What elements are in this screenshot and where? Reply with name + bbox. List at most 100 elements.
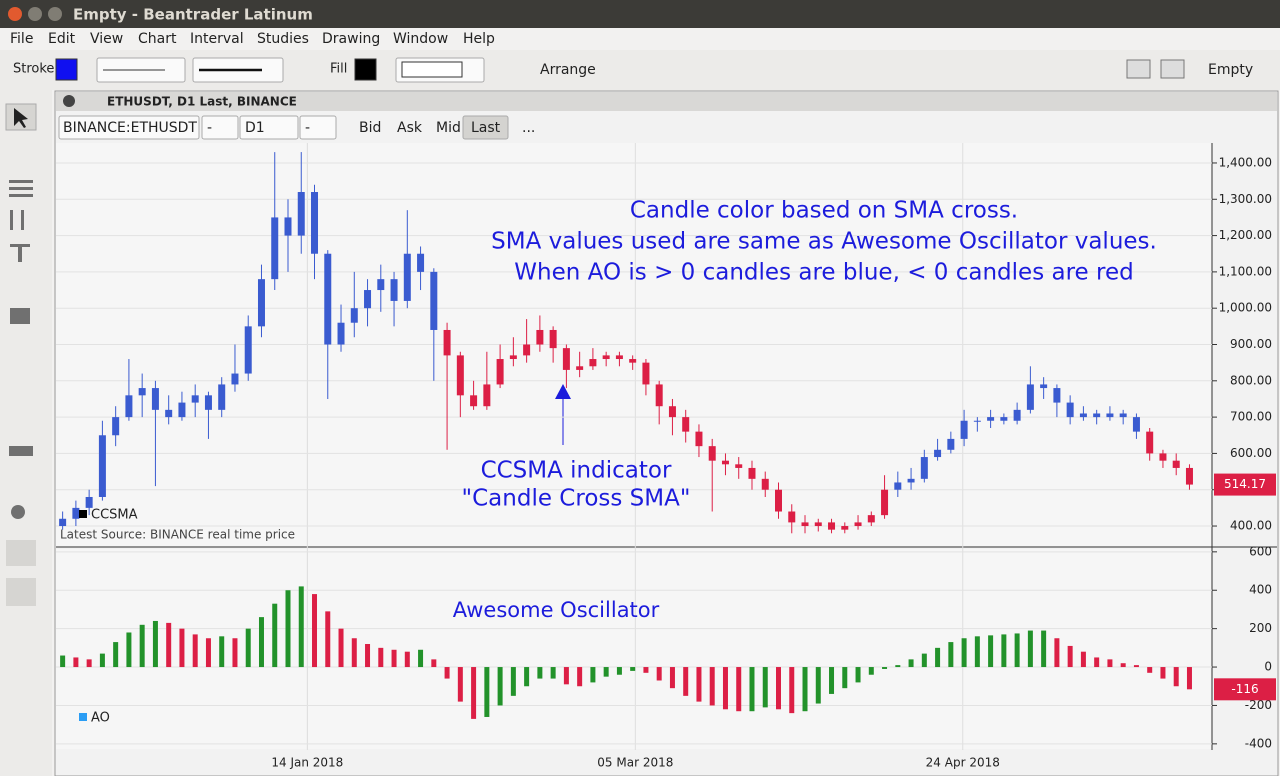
menu-bar: [0, 28, 1280, 50]
menu-item[interactable]: Studies: [257, 31, 309, 47]
candle-body: [589, 359, 597, 367]
candle-body: [311, 192, 319, 254]
candle-body: [1159, 453, 1167, 461]
chart-close[interactable]: [63, 95, 75, 107]
candle-body: [178, 402, 186, 418]
x-tick-label: 05 Mar 2018: [597, 756, 673, 770]
menu-item[interactable]: Edit: [48, 31, 76, 47]
y-tick-label: 1,400.00: [1219, 155, 1272, 169]
ao-bar: [285, 590, 291, 668]
candle-body: [828, 522, 836, 530]
y-tick-label: 1,300.00: [1219, 192, 1272, 206]
ao-bar: [935, 647, 941, 668]
ao-bar: [882, 667, 888, 669]
candle-body: [417, 253, 425, 272]
minimize-button[interactable]: [28, 7, 42, 21]
ao-bar: [378, 647, 384, 668]
candle-body: [364, 290, 372, 309]
layout-icon[interactable]: [1126, 59, 1151, 79]
ao-bar: [550, 667, 556, 679]
menu-item[interactable]: File: [10, 31, 33, 47]
candle-body: [682, 417, 690, 432]
candle-body: [98, 435, 106, 497]
candle-body: [708, 446, 716, 461]
button-active[interactable]: [462, 115, 509, 140]
candle-body: [483, 384, 491, 407]
menu-item[interactable]: Chart: [138, 31, 177, 47]
menu-item[interactable]: Drawing: [322, 31, 380, 47]
more-button[interactable]: ...: [522, 120, 535, 136]
ao-bar: [988, 635, 994, 668]
ao-bar: [1067, 645, 1073, 668]
ao-bar: [1160, 667, 1166, 679]
ao-bar: [471, 667, 477, 719]
price-button[interactable]: Mid: [436, 120, 461, 136]
stroke-label: Stroke: [13, 62, 54, 77]
ao-bar: [1054, 638, 1060, 668]
ao-bar: [166, 622, 172, 668]
candle-body: [218, 384, 226, 410]
candle-body: [284, 217, 292, 236]
ao-bar: [258, 617, 264, 668]
price-button[interactable]: Bid: [359, 120, 381, 136]
close-button[interactable]: [8, 7, 22, 21]
ao-bar: [152, 620, 158, 668]
ao-bar: [404, 651, 410, 668]
candle-body: [695, 431, 703, 447]
candle-body: [1000, 417, 1008, 421]
y-tick-label: -400: [1245, 736, 1272, 750]
select-field[interactable]: [299, 115, 337, 140]
menu-item[interactable]: Window: [393, 31, 448, 47]
maximize-button[interactable]: [48, 7, 62, 21]
select-field[interactable]: [201, 115, 239, 140]
ao-bar: [298, 586, 304, 668]
candle-body: [1132, 417, 1140, 432]
ao-bar: [73, 657, 79, 668]
annotation: Candle color based on SMA cross.: [630, 198, 1018, 224]
candle-body: [244, 326, 252, 374]
candle-body: [165, 409, 173, 418]
last-price: 514.17: [1224, 477, 1266, 491]
ao-pane: [56, 549, 1212, 749]
candle-body: [1053, 388, 1061, 403]
candle-body: [257, 279, 265, 327]
candle-body: [748, 467, 756, 479]
y-tick-label: -200: [1245, 698, 1272, 712]
candle-body: [271, 217, 279, 280]
toolbar: [0, 50, 1280, 90]
menu-item[interactable]: View: [90, 31, 123, 47]
menu-item[interactable]: Help: [463, 31, 495, 47]
ao-bar: [60, 655, 66, 668]
candle-body: [59, 518, 67, 527]
menu-item[interactable]: Interval: [190, 31, 244, 47]
last-ao-box: [1214, 678, 1276, 701]
candle-body: [867, 515, 875, 523]
ao-bar: [643, 667, 649, 673]
select-field[interactable]: [239, 115, 299, 140]
stroke-color[interactable]: [55, 58, 78, 81]
candle-body: [894, 482, 902, 490]
candle-body: [615, 355, 623, 360]
layout-select[interactable]: Empty: [1208, 62, 1253, 78]
candle-body: [549, 329, 557, 349]
price-button[interactable]: Last: [471, 120, 501, 136]
select-value: D1: [245, 120, 265, 136]
symbol-field[interactable]: [58, 115, 200, 140]
legend-label: CCSMA: [91, 508, 138, 523]
price-button[interactable]: Ask: [397, 120, 423, 136]
candle-body: [1119, 413, 1127, 418]
ao-bar: [232, 638, 238, 668]
source-note: Latest Source: BINANCE real time price: [60, 528, 295, 542]
ao-bar: [855, 667, 861, 683]
arrange-button[interactable]: Arrange: [540, 62, 596, 78]
candle-body: [841, 526, 849, 530]
y-tick-label: 600.00: [1230, 446, 1272, 460]
fill-color[interactable]: [354, 58, 377, 81]
candle-body: [987, 417, 995, 421]
ao-bar: [736, 667, 742, 712]
last-ao: -116: [1231, 682, 1258, 696]
y-tick-label: 200: [1249, 621, 1272, 635]
annotation: SMA values used are same as Awesome Osci…: [491, 229, 1157, 255]
y-tick-label: 0: [1264, 660, 1272, 674]
layout-icon[interactable]: [1160, 59, 1185, 79]
